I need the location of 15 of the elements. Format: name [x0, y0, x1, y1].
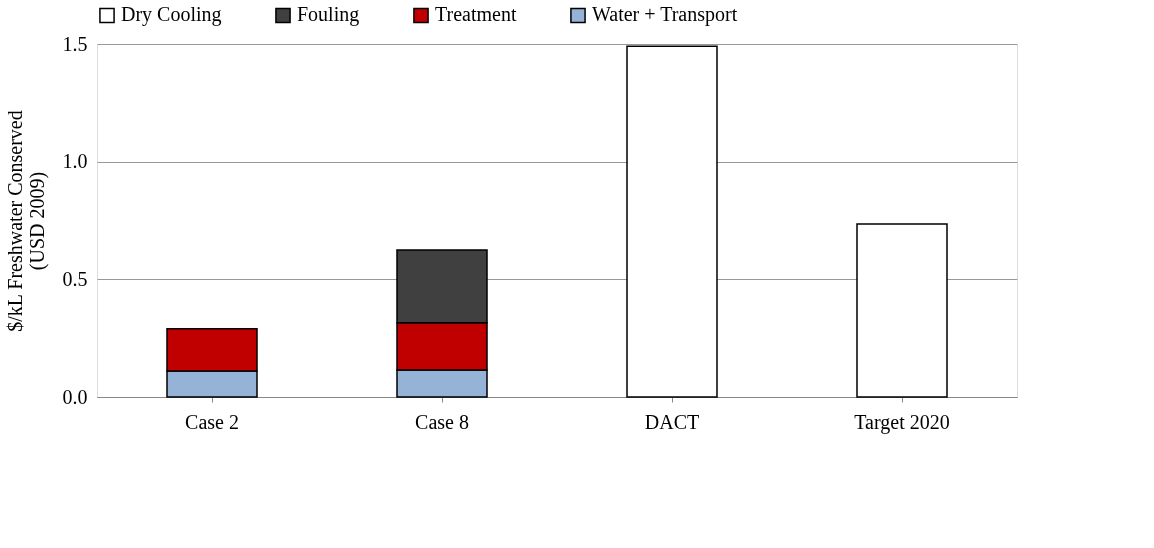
- y-tick-label: 1.0: [62, 150, 88, 173]
- legend-label: Water + Transport: [592, 3, 738, 27]
- bar: [856, 223, 948, 398]
- y-axis-title: $/kL Freshwater Conserved (USD 2009): [3, 110, 49, 332]
- x-tick-label: DACT: [644, 410, 700, 433]
- legend-label: Dry Cooling: [121, 3, 222, 27]
- y-tick-label: 0.5: [62, 267, 88, 290]
- y-tick-label: 0.0: [62, 385, 88, 408]
- legend-label: Fouling: [297, 3, 360, 27]
- bar: [626, 45, 718, 398]
- x-tick-label: Target 2020: [854, 410, 950, 434]
- y-tick-label: 1.5: [62, 32, 88, 55]
- legend-label: Treatment: [435, 3, 517, 26]
- x-tick-label: Case 2: [185, 410, 239, 433]
- x-tick-label: Case 8: [415, 410, 469, 433]
